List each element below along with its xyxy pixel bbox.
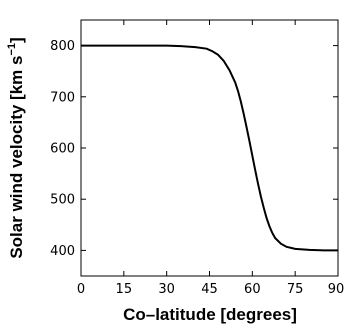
x-tick-label: 15 [116,282,133,297]
plot-frame [80,19,339,277]
y-tick-label: 500 [50,193,75,208]
series-line [81,44,338,252]
plot-area: 400 500 600 700 800 0 15 30 45 60 75 90 [50,19,344,297]
y-axis-title: Solar wind velocity [km s−1] [6,37,26,258]
y-tick-label: 800 [50,39,75,54]
x-axis: 0 15 30 45 60 75 90 [77,20,344,297]
x-tick-label: 90 [328,282,344,297]
y-tick-label: 400 [50,244,75,259]
x-tick-label: 30 [158,282,175,297]
x-tick-label: 45 [201,282,218,297]
y-axis: 400 500 600 700 800 [50,39,338,259]
x-axis-title: Co–latitude [degrees] [123,305,297,324]
y-tick-label: 600 [50,142,75,157]
y-axis-title-main: Solar wind velocity [km s [7,56,26,259]
y-tick-label: 700 [50,90,75,105]
y-axis-title-superscript: −1 [6,43,18,56]
x-tick-label: 60 [244,282,261,297]
y-axis-title-suffix: ] [7,37,26,43]
x-tick-label: 0 [77,282,85,297]
x-tick-label: 75 [287,282,304,297]
